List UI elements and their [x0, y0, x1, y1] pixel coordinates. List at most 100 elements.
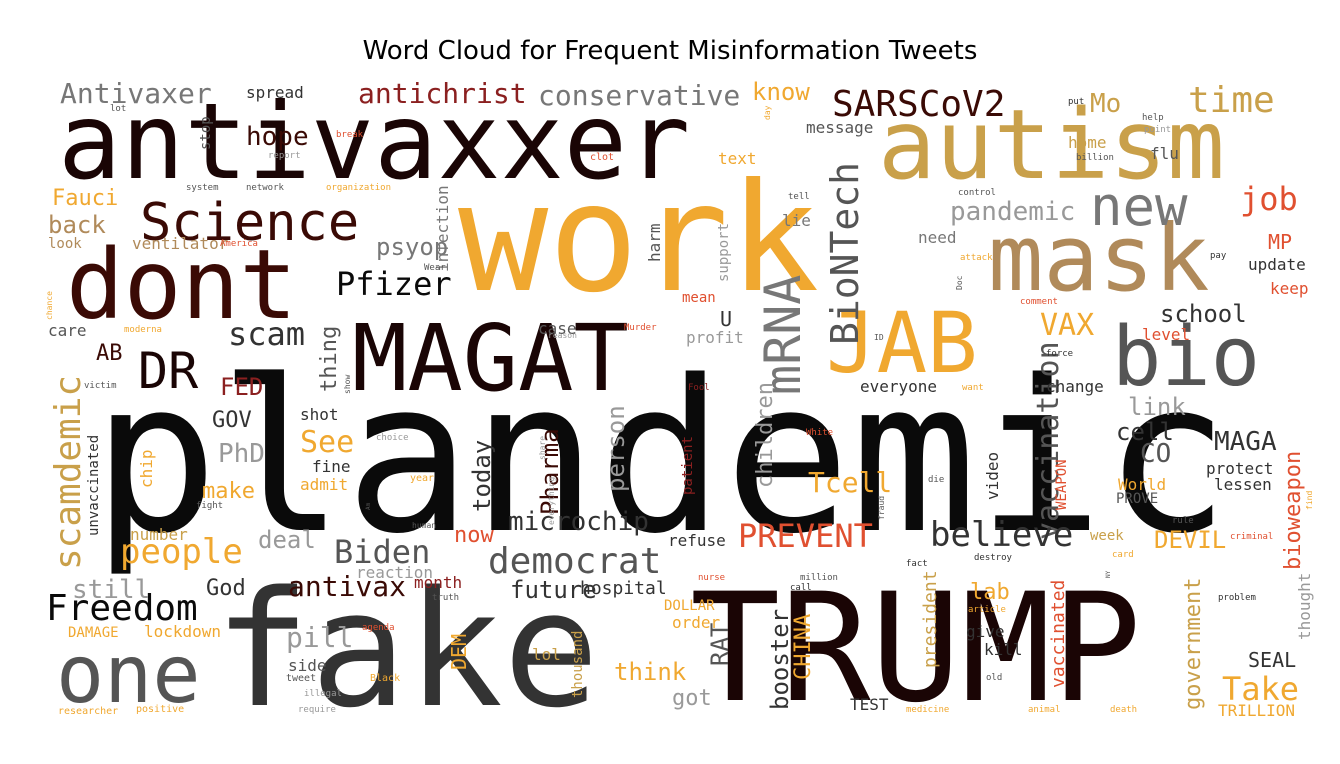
word-hospital: hospital [580, 578, 667, 599]
word-admit: admit [300, 475, 348, 494]
word-day: day [763, 105, 772, 120]
word-think: think [614, 658, 687, 686]
word-level: level [1142, 325, 1190, 344]
word-jab: JAB [826, 294, 978, 392]
word-id: ID [874, 333, 884, 342]
word-science: Science [140, 193, 359, 253]
word-plandemic: plandemic [92, 335, 1230, 580]
word-pharma: Pharma [536, 428, 564, 515]
word-fight: fight [196, 501, 223, 511]
word-infection: infection [433, 185, 452, 272]
word-positive: positive [136, 704, 184, 715]
word-seal: SEAL [1248, 648, 1296, 672]
word-old: old [986, 673, 1002, 683]
word-people: people [120, 532, 243, 572]
word-break: break [336, 130, 364, 140]
word-month: month [414, 573, 462, 592]
word-weapon: WEAPON [1054, 459, 1070, 510]
word-prevent: PREVENT [738, 517, 873, 555]
word-fauci: Fauci [52, 186, 118, 211]
word-phd: PhD [218, 439, 265, 469]
word-lot: lot [110, 104, 126, 114]
word-fraud: fraud [877, 496, 886, 520]
word-murder: Murder [624, 323, 657, 333]
word-billion: billion [1076, 153, 1114, 163]
word-democrat: democrat [488, 541, 661, 582]
word-tweet: tweet [286, 673, 316, 684]
word-white: White [806, 428, 833, 438]
word-lockdown: lockdown [144, 622, 221, 641]
word-fed: FED [220, 373, 263, 401]
word-put: put [1068, 97, 1084, 107]
word-victim: victim [84, 381, 117, 391]
word-reaction: reaction [356, 563, 433, 582]
word-comment: comment [1020, 297, 1058, 307]
word-mask: mask [988, 205, 1210, 312]
word-lol: lol [532, 645, 561, 664]
word-video: video [983, 452, 1002, 500]
word-help: help [1142, 113, 1164, 123]
word-harm: harm [645, 223, 664, 262]
word-year: year [410, 473, 434, 484]
word-animal: animal [1028, 705, 1061, 715]
word-case: case [538, 319, 577, 338]
word-doc: Doc [955, 275, 964, 290]
word-rule: rule [1172, 516, 1194, 526]
word-need: need [918, 228, 957, 247]
word-report: report [268, 151, 301, 161]
word-know: know [752, 78, 810, 106]
word-china: CHINA [791, 614, 816, 680]
word-chip: chip [137, 449, 156, 488]
word-pfizer: Pfizer [336, 265, 452, 303]
word-everything: everything [547, 477, 556, 525]
word-pay: pay [1210, 251, 1227, 261]
word-reason: reason [548, 331, 577, 340]
word-believe: believe [930, 515, 1073, 555]
word-co: CO [1140, 439, 1171, 469]
word-destroy: destroy [974, 553, 1013, 563]
word-person: person [602, 405, 630, 492]
word-president: president [920, 570, 941, 668]
word-antivax: antivax [288, 570, 406, 603]
word-antivaxer: Antivaxer [60, 77, 212, 110]
word-want: want [962, 383, 984, 393]
word-children: children [753, 382, 778, 488]
word-look: look [48, 236, 82, 252]
word-autism: autism [878, 89, 1225, 201]
word-u: U [720, 307, 732, 331]
word-profit: profit [686, 328, 744, 347]
word-million: million [800, 573, 838, 583]
word-scam: scam [228, 315, 305, 353]
word-dem: DEM [447, 634, 471, 670]
word-moderna: moderna [124, 325, 162, 335]
word-illegal: illegal [304, 689, 342, 699]
word-lessen: lessen [1214, 475, 1272, 494]
word-human: human [412, 521, 436, 530]
word-medicine: medicine [906, 705, 949, 715]
word-today: today [468, 440, 496, 512]
word-death: death [1110, 705, 1137, 715]
word-agenda: agenda [362, 623, 395, 633]
word-spread: spread [246, 83, 304, 102]
word-force: force [1046, 349, 1073, 359]
word-flu: flu [1150, 144, 1179, 163]
word-trump: TRUMP [690, 562, 1142, 736]
word-tell: tell [788, 192, 810, 202]
word-text: text [718, 149, 757, 168]
word-link: link [1128, 393, 1186, 421]
word-number: number [130, 525, 188, 544]
word-black: Black [370, 673, 400, 684]
word-conservative: conservative [538, 79, 740, 112]
word-mean: mean [682, 290, 716, 306]
word-dollar: DOLLAR [664, 598, 715, 614]
word-america: America [220, 239, 258, 249]
word-back: back [48, 211, 106, 239]
word-mo: Mo [1090, 89, 1121, 119]
word-side: side [288, 656, 327, 675]
word-maga: MAGA [1214, 427, 1277, 457]
word-mrna: mRNA [754, 275, 812, 395]
word-lab: lab [970, 580, 1010, 605]
word-take: Take [1222, 670, 1299, 708]
word-world: World [1118, 475, 1166, 494]
